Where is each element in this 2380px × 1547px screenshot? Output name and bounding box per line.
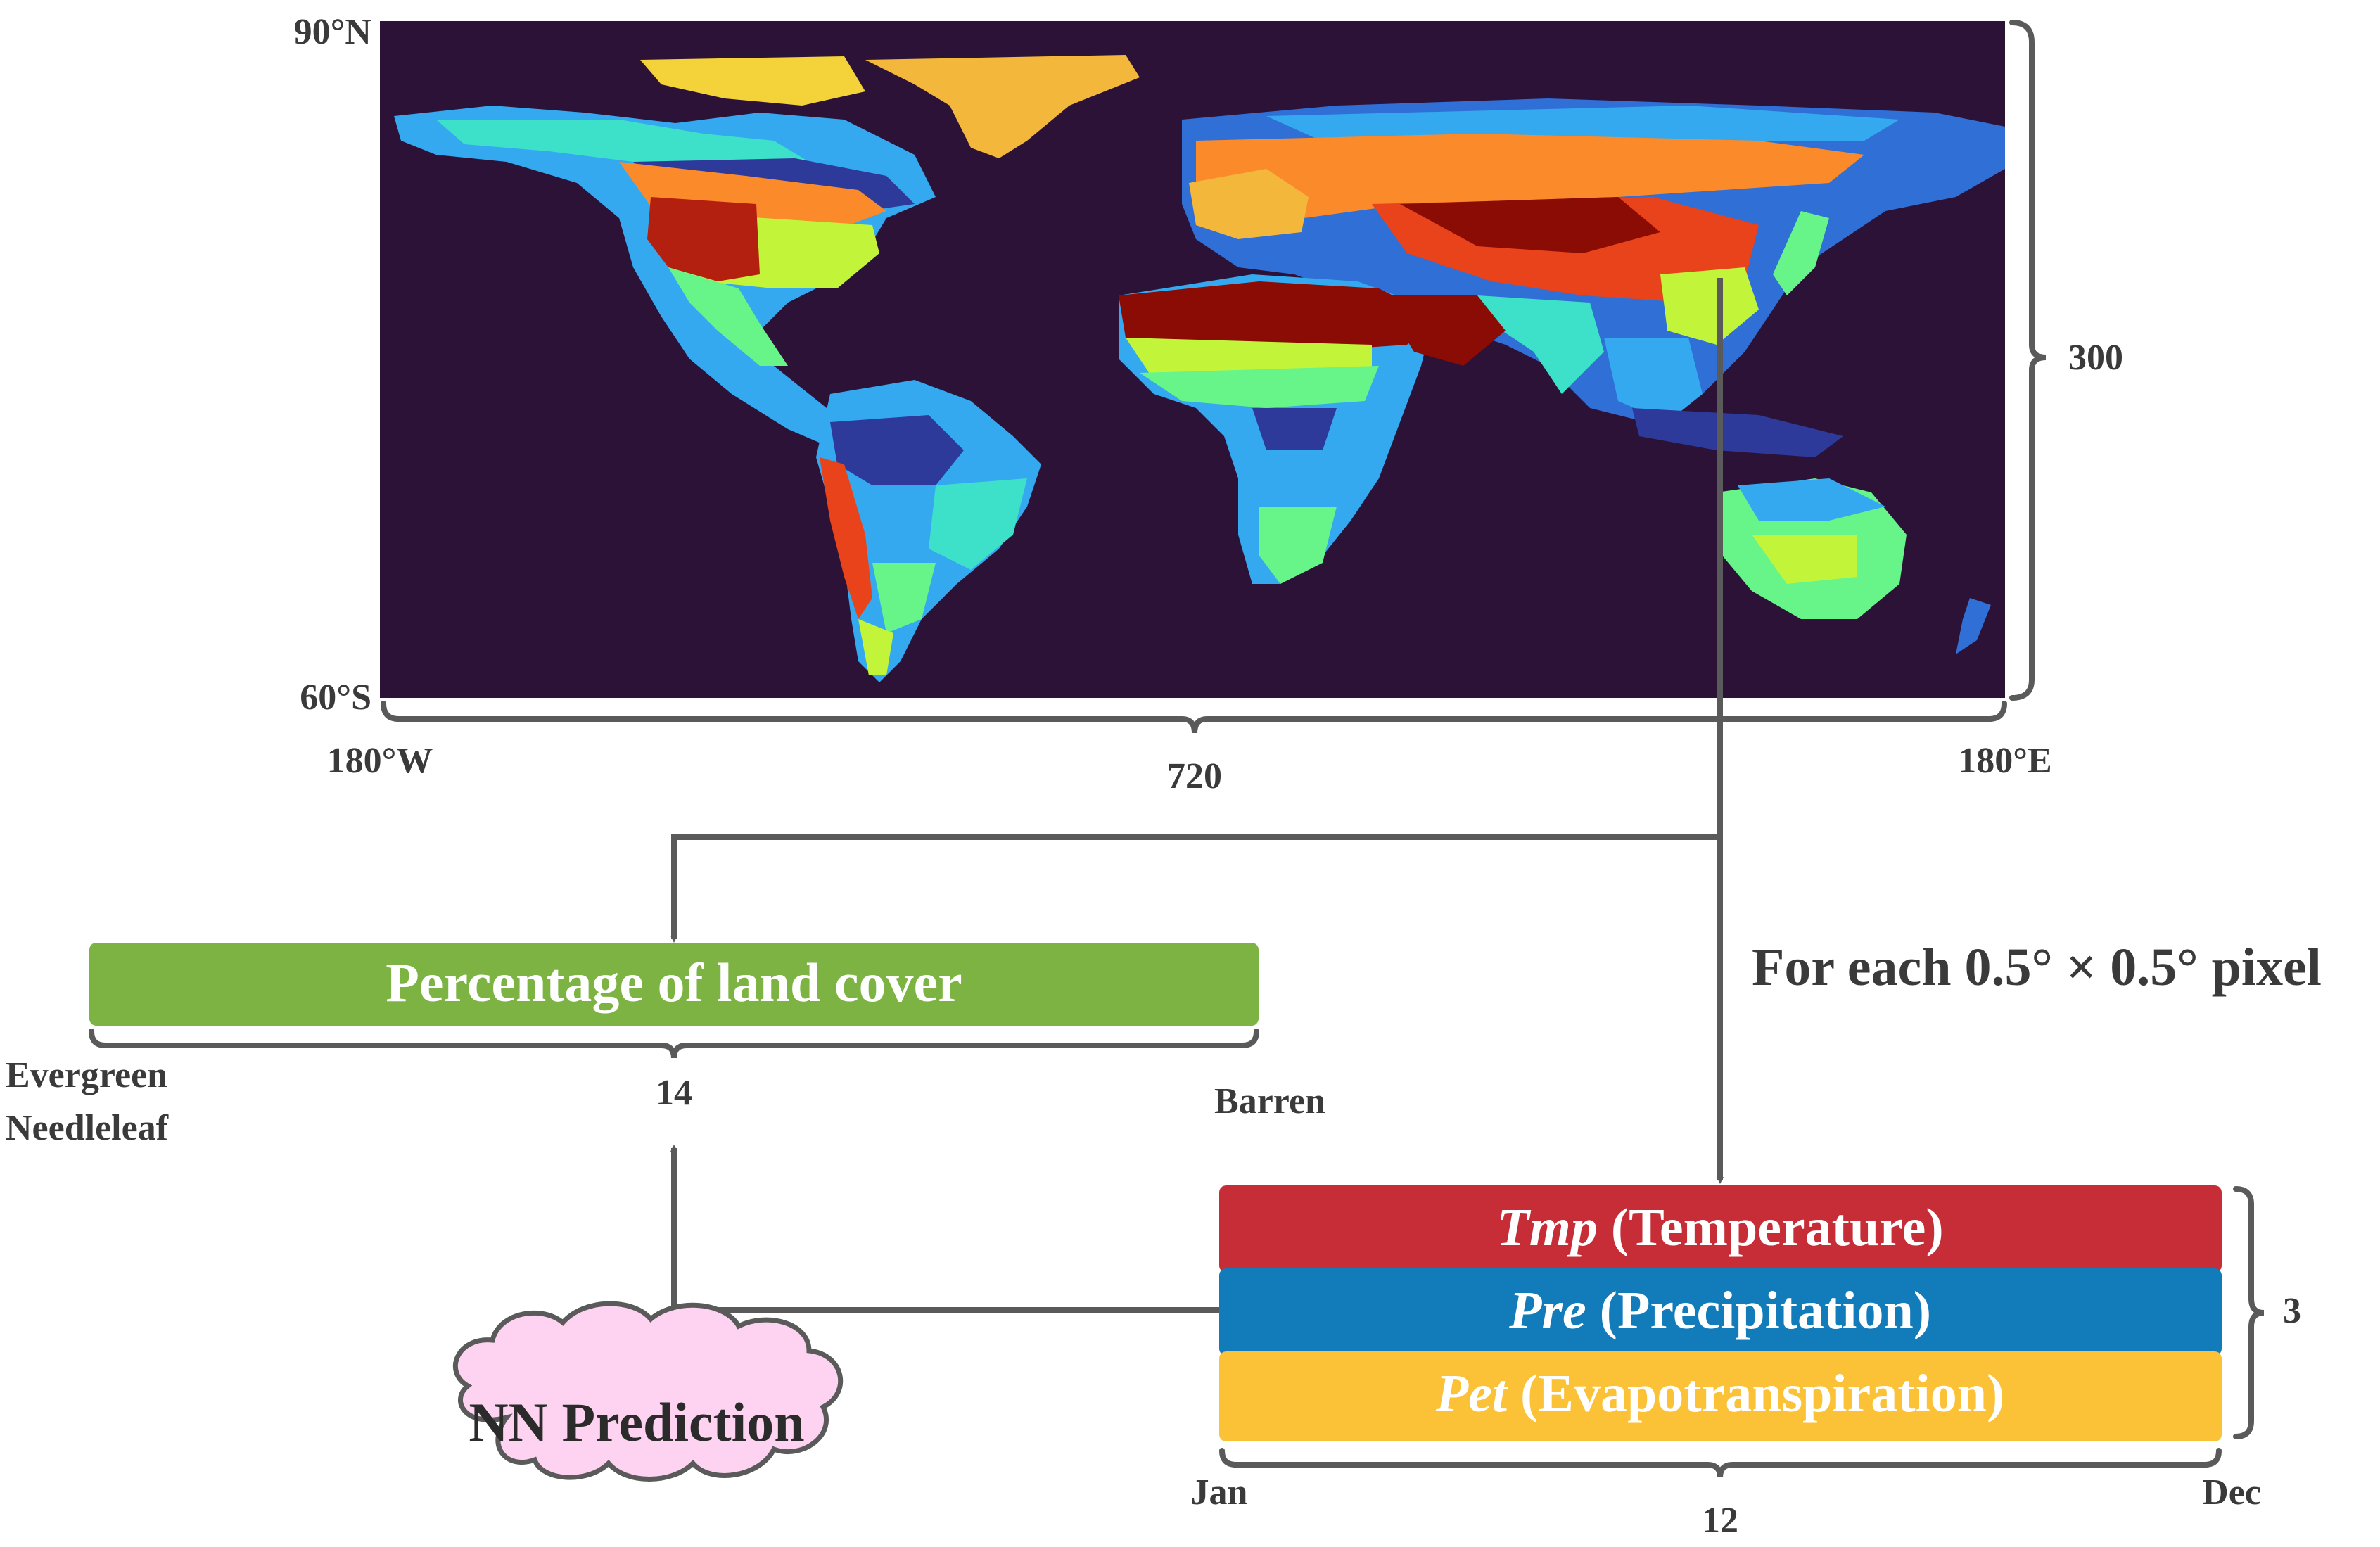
map-width-label: 720 xyxy=(1167,756,1222,796)
temperature-name: (Temperature) xyxy=(1611,1198,1944,1257)
climate-bars: Tmp (Temperature) Pre (Precipitation) Pe… xyxy=(1219,1185,2222,1441)
evapotranspiration-bar-label: Pet (Evapotranspiration) xyxy=(1435,1364,2005,1423)
precipitation-bar xyxy=(1219,1268,2222,1356)
tibet xyxy=(1400,197,1660,253)
australia-north xyxy=(1738,478,1885,521)
temperature-bar-label: Tmp (Temperature) xyxy=(1496,1198,1943,1257)
precipitation-bar-label: Pre (Precipitation) xyxy=(1508,1281,1931,1340)
brazil-highlands xyxy=(929,478,1027,570)
new-zealand xyxy=(1956,598,1991,654)
land-cover-last-class: Barren xyxy=(1214,1081,1325,1121)
central-africa xyxy=(1252,408,1337,450)
variable-count-brace xyxy=(2233,1186,2265,1439)
map-width-brace xyxy=(381,701,2007,734)
map-height-brace xyxy=(2009,20,2047,701)
land-cover-first-class-line1: Evergreen xyxy=(6,1055,167,1095)
precipitation-name: (Precipitation) xyxy=(1600,1281,1931,1340)
evapotranspiration-bar xyxy=(1219,1351,2222,1441)
lat-top-label: 90°N xyxy=(294,12,371,52)
evapotranspiration-name: (Evapotranspiration) xyxy=(1520,1364,2004,1423)
evapotranspiration-abbr: Pet xyxy=(1435,1364,1509,1423)
land-cover-bar-label: Percentage of land cover xyxy=(386,952,962,1013)
precipitation-abbr: Pre xyxy=(1508,1281,1586,1340)
map-land-layer xyxy=(394,55,2005,682)
europe xyxy=(1189,169,1309,239)
lat-bottom-label: 60°S xyxy=(300,677,371,718)
land-cover-bar xyxy=(89,943,1259,1026)
mexico xyxy=(668,267,788,366)
sahara xyxy=(1119,281,1435,352)
andes xyxy=(820,457,872,619)
pampas xyxy=(872,563,936,633)
month-count-label: 12 xyxy=(1702,1501,1738,1541)
land-cover-brace xyxy=(89,1029,1259,1059)
southern-africa xyxy=(1259,507,1337,584)
pixel-note: For each 0.5° × 0.5° pixel xyxy=(1752,938,2322,997)
arabia xyxy=(1379,295,1506,366)
india xyxy=(1477,295,1604,394)
lon-right-label: 180°E xyxy=(1958,741,2051,781)
arctic-islands xyxy=(640,56,865,106)
map-height-label: 300 xyxy=(2068,338,2123,378)
indonesia xyxy=(1632,408,1843,457)
nn-prediction-label: NN Prediction xyxy=(469,1392,804,1453)
variable-count-label: 3 xyxy=(2283,1291,2301,1331)
north-america-desert xyxy=(647,197,760,281)
month-start-label: Jan xyxy=(1191,1472,1248,1513)
siberia-forest xyxy=(1196,134,1864,225)
southeast-asia xyxy=(1604,338,1703,422)
climate-to-landcover-arrow xyxy=(670,1145,1219,1313)
nn-prediction-cloud: NN Prediction xyxy=(453,1301,844,1482)
australia-interior xyxy=(1752,535,1857,584)
cloud-shape xyxy=(453,1301,844,1482)
sahel-south xyxy=(1140,366,1379,408)
world-climate-map xyxy=(380,21,2005,698)
amazon xyxy=(830,415,964,485)
land-cover-count: 14 xyxy=(656,1073,692,1113)
greenland xyxy=(865,55,1140,158)
land-cover-first-class-line2: Needleleaf xyxy=(6,1108,169,1148)
month-end-label: Dec xyxy=(2202,1472,2261,1513)
japan xyxy=(1773,211,1829,295)
pixel-to-landcover-arrow xyxy=(670,834,1720,943)
lon-left-label: 180°W xyxy=(327,741,433,781)
north-america-tundra xyxy=(436,120,809,169)
patagonia xyxy=(858,619,893,675)
month-brace xyxy=(1219,1448,2222,1478)
east-china xyxy=(1660,267,1759,345)
temperature-bar xyxy=(1219,1185,2222,1273)
temperature-abbr: Tmp xyxy=(1496,1198,1598,1257)
